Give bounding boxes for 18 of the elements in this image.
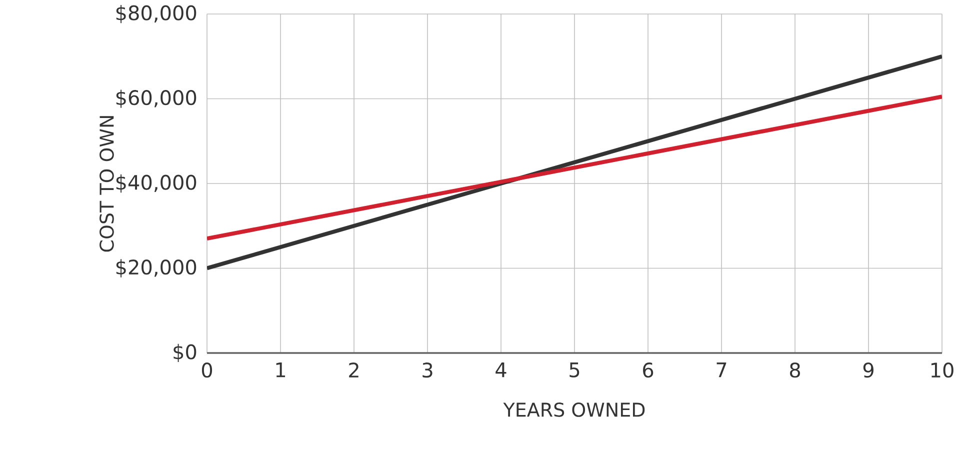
x-tick-label: 5 bbox=[570, 362, 580, 378]
x-tick-label: 10 bbox=[931, 362, 954, 378]
x-tick-label: 6 bbox=[643, 362, 654, 378]
x-tick-label: 3 bbox=[422, 362, 432, 378]
x-tick-label: 2 bbox=[349, 362, 358, 378]
y-tick-label: $60,000 bbox=[116, 90, 196, 108]
y-tick-label: $20,000 bbox=[116, 259, 196, 278]
y-axis-title: COST TO OWN bbox=[100, 116, 114, 252]
x-tick-label: 7 bbox=[716, 362, 726, 378]
x-tick-label: 0 bbox=[202, 362, 212, 378]
x-tick-label: 8 bbox=[790, 362, 800, 378]
x-tick-label: 4 bbox=[496, 362, 506, 378]
y-tick-label: $40,000 bbox=[116, 174, 196, 193]
x-tick-label: 1 bbox=[276, 362, 286, 378]
y-tick-label: $0 bbox=[174, 344, 196, 362]
x-tick-label: 9 bbox=[863, 362, 874, 378]
y-tick-label: $80,000 bbox=[116, 4, 196, 24]
x-axis-title: YEARS OWNED bbox=[503, 402, 645, 417]
